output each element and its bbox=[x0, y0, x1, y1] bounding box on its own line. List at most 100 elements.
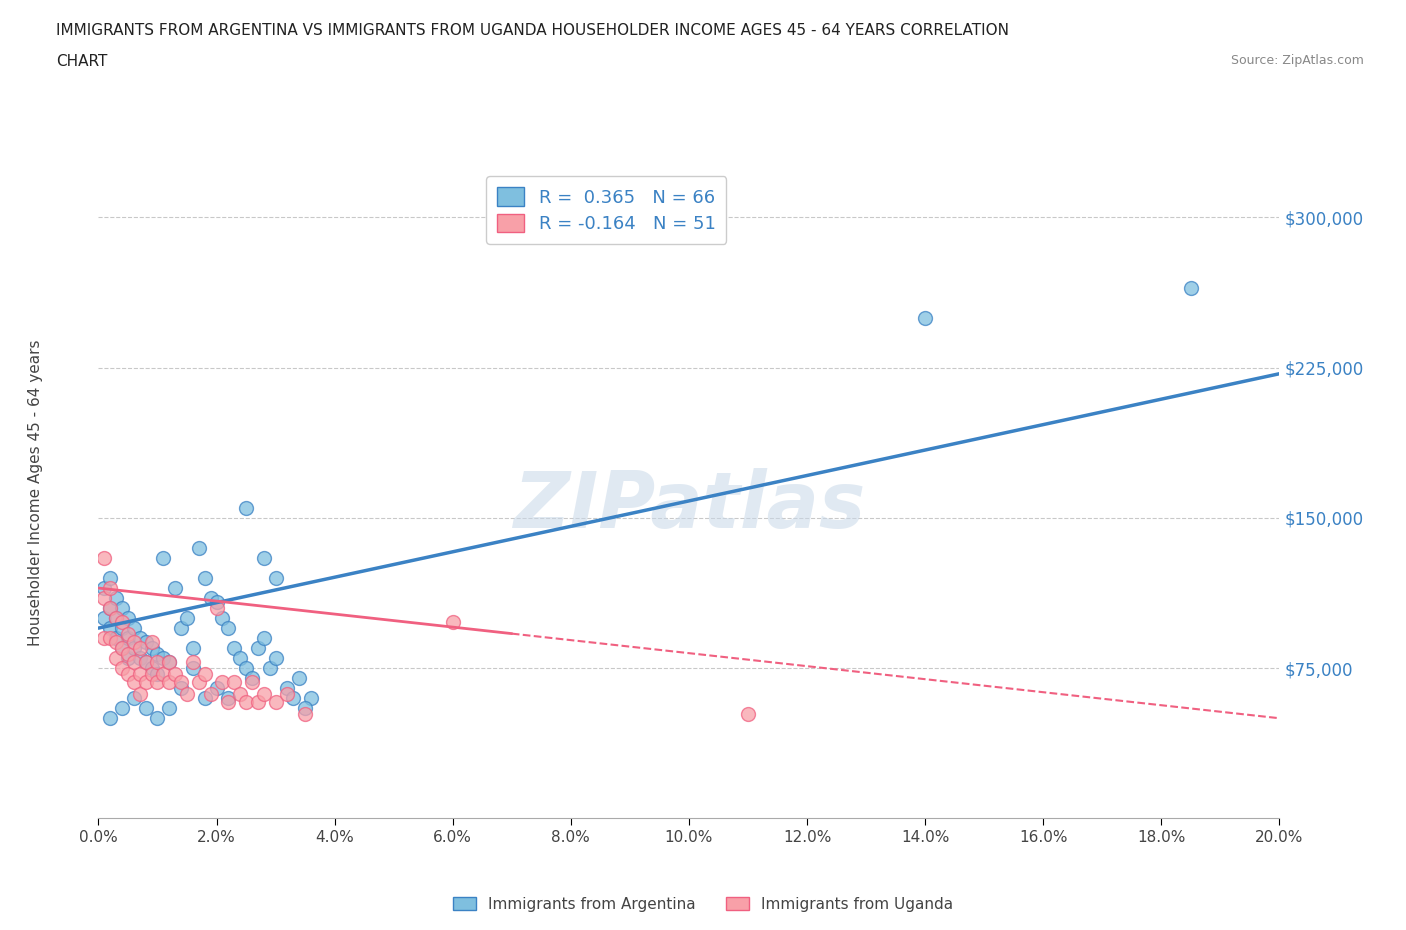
Point bbox=[1180, 280, 1202, 295]
Point bbox=[93, 580, 115, 595]
Point bbox=[288, 671, 311, 685]
Point bbox=[135, 701, 157, 716]
Point bbox=[98, 620, 121, 635]
Point bbox=[128, 631, 150, 645]
Point bbox=[152, 667, 174, 682]
Point bbox=[152, 651, 174, 666]
Point bbox=[117, 646, 139, 661]
Point bbox=[194, 691, 217, 706]
Point bbox=[111, 660, 134, 675]
Point bbox=[157, 701, 180, 716]
Point bbox=[141, 641, 163, 656]
Point bbox=[170, 681, 193, 696]
Point bbox=[181, 655, 204, 670]
Point bbox=[152, 551, 174, 565]
Point bbox=[93, 631, 115, 645]
Point bbox=[200, 591, 222, 605]
Point bbox=[157, 655, 180, 670]
Point bbox=[294, 701, 316, 716]
Point bbox=[211, 675, 233, 690]
Point bbox=[229, 686, 252, 701]
Point bbox=[128, 667, 150, 682]
Point bbox=[98, 631, 121, 645]
Text: Source: ZipAtlas.com: Source: ZipAtlas.com bbox=[1230, 54, 1364, 67]
Point bbox=[276, 686, 298, 701]
Point bbox=[111, 641, 134, 656]
Text: Householder Income Ages 45 - 64 years: Householder Income Ages 45 - 64 years bbox=[28, 339, 42, 646]
Point bbox=[217, 691, 239, 706]
Point bbox=[141, 634, 163, 649]
Point bbox=[217, 695, 239, 710]
Point bbox=[105, 591, 128, 605]
Text: ZIPatlas: ZIPatlas bbox=[513, 468, 865, 544]
Point bbox=[194, 667, 217, 682]
Point bbox=[98, 571, 121, 586]
Point bbox=[122, 641, 145, 656]
Point bbox=[117, 651, 139, 666]
Point bbox=[165, 667, 187, 682]
Point bbox=[122, 691, 145, 706]
Point bbox=[240, 675, 263, 690]
Point bbox=[283, 691, 305, 706]
Point bbox=[235, 660, 257, 675]
Point bbox=[98, 601, 121, 616]
Point bbox=[117, 611, 139, 626]
Point bbox=[299, 691, 322, 706]
Point bbox=[135, 655, 157, 670]
Point bbox=[157, 675, 180, 690]
Point bbox=[111, 620, 134, 635]
Point bbox=[235, 500, 257, 515]
Point bbox=[111, 601, 134, 616]
Point bbox=[264, 695, 287, 710]
Point bbox=[146, 646, 169, 661]
Point bbox=[128, 651, 150, 666]
Point bbox=[205, 601, 228, 616]
Point bbox=[146, 655, 169, 670]
Point bbox=[211, 611, 233, 626]
Point bbox=[181, 641, 204, 656]
Point bbox=[217, 620, 239, 635]
Point bbox=[187, 675, 209, 690]
Point bbox=[170, 675, 193, 690]
Point bbox=[253, 631, 276, 645]
Point bbox=[235, 695, 257, 710]
Point bbox=[176, 611, 198, 626]
Point bbox=[117, 627, 139, 642]
Point bbox=[146, 711, 169, 725]
Point bbox=[240, 671, 263, 685]
Point bbox=[111, 615, 134, 630]
Point bbox=[111, 701, 134, 716]
Point bbox=[141, 660, 163, 675]
Point bbox=[93, 611, 115, 626]
Point bbox=[105, 634, 128, 649]
Point bbox=[146, 667, 169, 682]
Point bbox=[135, 634, 157, 649]
Point bbox=[200, 686, 222, 701]
Point bbox=[224, 675, 246, 690]
Point bbox=[98, 601, 121, 616]
Point bbox=[105, 651, 128, 666]
Point bbox=[105, 611, 128, 626]
Point bbox=[93, 591, 115, 605]
Point bbox=[187, 540, 209, 555]
Point bbox=[246, 641, 269, 656]
Point bbox=[246, 695, 269, 710]
Point bbox=[205, 594, 228, 609]
Point bbox=[111, 641, 134, 656]
Point bbox=[135, 655, 157, 670]
Point bbox=[146, 675, 169, 690]
Point bbox=[98, 580, 121, 595]
Point bbox=[737, 707, 759, 722]
Legend: R =  0.365   N = 66, R = -0.164   N = 51: R = 0.365 N = 66, R = -0.164 N = 51 bbox=[486, 177, 727, 244]
Point bbox=[93, 551, 115, 565]
Point bbox=[259, 660, 281, 675]
Point bbox=[276, 681, 298, 696]
Point bbox=[128, 686, 150, 701]
Point bbox=[294, 707, 316, 722]
Point bbox=[98, 711, 121, 725]
Point bbox=[253, 551, 276, 565]
Point bbox=[122, 675, 145, 690]
Point bbox=[229, 651, 252, 666]
Point bbox=[122, 655, 145, 670]
Point bbox=[122, 634, 145, 649]
